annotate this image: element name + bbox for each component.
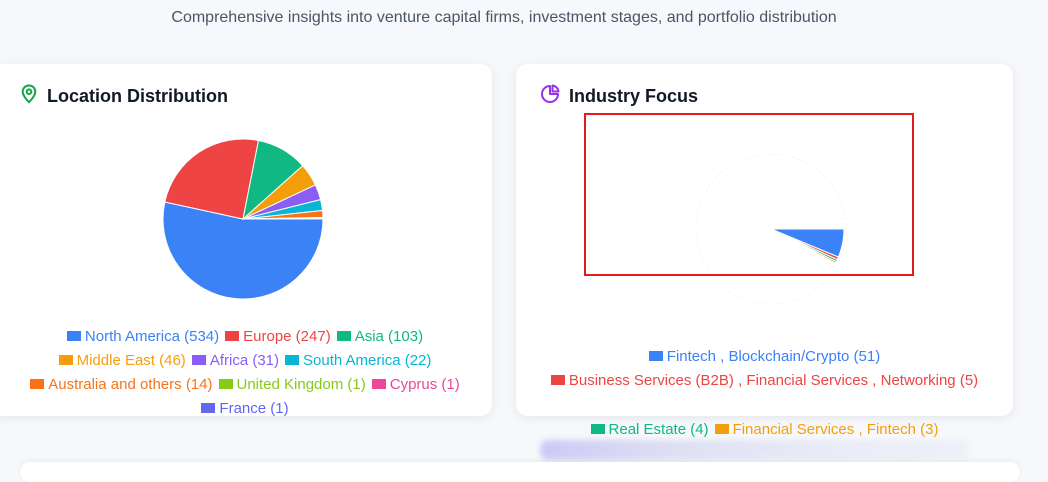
- legend-item[interactable]: Fintech , Blockchain/Crypto (51): [648, 345, 881, 369]
- legend-label: Australia and others (14): [48, 376, 213, 393]
- location-legend: North America (534) Europe (247) Asia (103…: [10, 325, 480, 421]
- legend-swatch: [714, 424, 729, 434]
- location-card-header: Location Distribution: [20, 84, 228, 109]
- pie-slice-france[interactable]: [242, 217, 324, 220]
- legend-swatch: [66, 331, 81, 341]
- industry-card-title: Industry Focus: [569, 86, 699, 106]
- industry-card-header: Industry Focus: [540, 84, 698, 109]
- industry-focus-card: Industry Focus Fintech , Blockchain/Cryp…: [516, 64, 1013, 416]
- pie-ghost-outline: [695, 153, 847, 305]
- legend-swatch: [371, 379, 386, 389]
- legend-swatch: [30, 379, 45, 389]
- legend-item[interactable]: South America (22): [285, 349, 431, 373]
- legend-item[interactable]: Cyprus (1): [371, 373, 460, 397]
- legend-label: Fintech , Blockchain/Crypto (51): [666, 348, 881, 365]
- legend-label: North America (534): [84, 328, 220, 345]
- legend-item[interactable]: United Kingdom (1): [218, 373, 366, 397]
- legend-label: Real Estate (4): [608, 421, 709, 438]
- page-subtitle: Comprehensive insights into venture capi…: [171, 9, 837, 26]
- pie-slice-europe[interactable]: [164, 138, 260, 220]
- location-distribution-card: Location Distribution North America (534…: [0, 64, 492, 417]
- legend-swatch: [225, 331, 240, 341]
- legend-label: Financial Services , Fintech (3): [732, 421, 939, 438]
- legend-swatch: [648, 351, 663, 361]
- legend-item[interactable]: Africa (31): [191, 349, 279, 373]
- pie-slice-north-america[interactable]: [162, 201, 324, 300]
- legend-label: Asia (103): [354, 328, 424, 345]
- legend-label: Africa (31): [209, 352, 279, 369]
- legend-swatch: [201, 403, 216, 413]
- next-card: [20, 462, 1020, 482]
- legend-swatch: [336, 331, 351, 341]
- pie-slice-financial-services-fintech[interactable]: [770, 228, 837, 264]
- map-pin-icon: [20, 84, 38, 109]
- legend-item[interactable]: Middle East (46): [58, 349, 186, 373]
- legend-item[interactable]: Real Estate (4): [590, 418, 709, 442]
- legend-label: Cyprus (1): [389, 376, 460, 393]
- pie-chart-icon: [540, 84, 560, 109]
- legend-swatch: [218, 379, 233, 389]
- legend-swatch: [58, 355, 73, 365]
- legend-label: Business Services (B2B) , Financial Serv…: [568, 372, 979, 389]
- legend-item[interactable]: Financial Services , Fintech (3): [714, 418, 939, 442]
- legend-item[interactable]: Europe (247): [225, 325, 331, 349]
- legend-item[interactable]: France (1): [201, 397, 289, 421]
- industry-pie-chart: [695, 153, 847, 305]
- legend-swatch: [191, 355, 206, 365]
- legend-item[interactable]: Business Services (B2B) , Financial Serv…: [550, 369, 979, 393]
- legend-swatch: [550, 375, 565, 385]
- location-card-title: Location Distribution: [47, 86, 228, 106]
- highlight-box: [584, 113, 914, 276]
- location-pie-chart: [162, 138, 324, 300]
- legend-item[interactable]: Australia and others (14): [30, 373, 213, 397]
- industry-legend-overflow: Real Estate (4) Financial Services , Fint…: [536, 418, 993, 442]
- legend-swatch: [285, 355, 299, 365]
- legend-label: Europe (247): [243, 328, 331, 345]
- legend-item[interactable]: Asia (103): [336, 325, 424, 349]
- legend-label: France (1): [219, 400, 289, 417]
- legend-item[interactable]: North America (534): [66, 325, 220, 349]
- industry-legend: Fintech , Blockchain/Crypto (51) Business…: [536, 345, 993, 393]
- legend-label: South America (22): [303, 352, 432, 369]
- blurred-legend-row: [540, 440, 970, 460]
- legend-label: United Kingdom (1): [236, 376, 366, 393]
- legend-swatch: [590, 424, 605, 434]
- legend-label: Middle East (46): [76, 352, 186, 369]
